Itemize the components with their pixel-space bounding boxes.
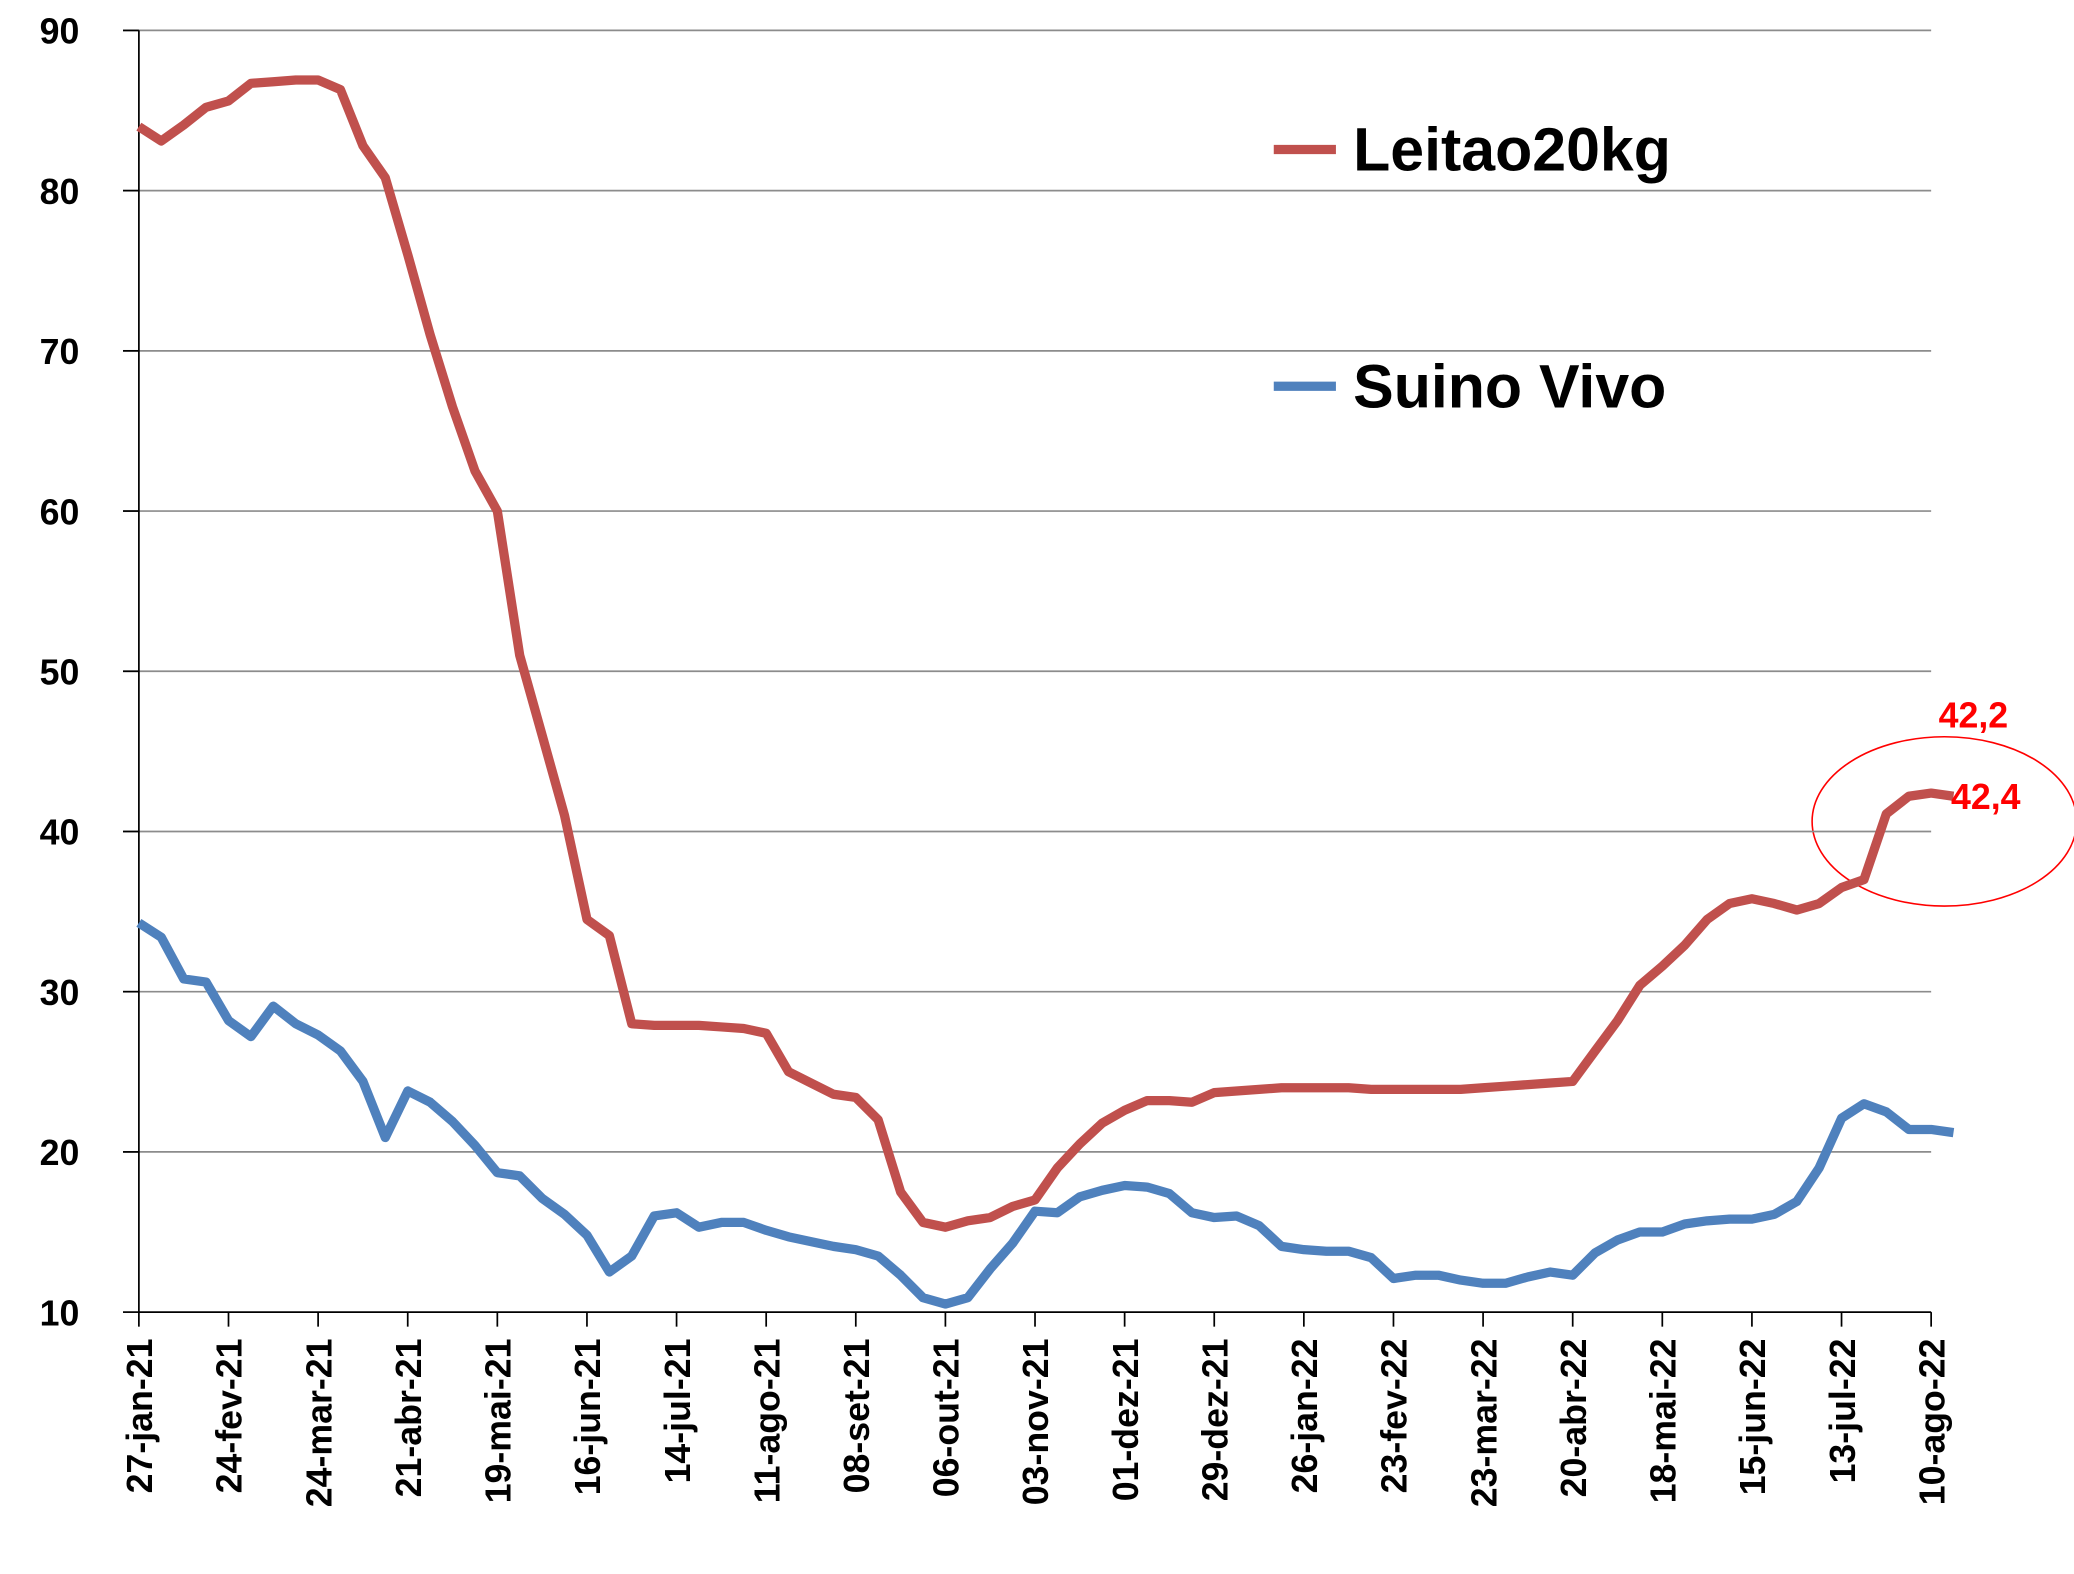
y-tick-label: 60 [40,492,80,532]
x-tick-label: 24-fev-21 [210,1339,250,1494]
x-tick-label: 24-mar-21 [299,1339,339,1508]
x-tick-label: 03-nov-21 [1016,1339,1056,1506]
x-tick-label: 23-fev-22 [1375,1339,1415,1494]
x-tick-label: 15-jun-22 [1733,1339,1773,1496]
x-tick-label: 13-jul-22 [1823,1339,1863,1484]
x-tick-label: 21-abr-21 [389,1339,429,1498]
y-tick-label: 90 [40,12,80,52]
x-tick-label: 14-jul-21 [658,1339,698,1484]
highlight-ellipse [1811,735,2074,907]
x-tick-label: 20-abr-22 [1554,1339,1594,1498]
y-tick-label: 30 [40,973,80,1013]
y-tick-label: 40 [40,813,80,853]
y-tick-label: 20 [40,1133,80,1173]
y-tick-label: 50 [40,652,80,692]
x-tick-label: 27-jan-21 [120,1339,160,1494]
x-tick-label: 18-mai-22 [1644,1339,1684,1504]
x-tick-label: 19-mai-21 [479,1339,519,1504]
y-tick-label: 10 [40,1293,80,1333]
x-tick-label: 01-dez-21 [1106,1339,1146,1502]
line-series [136,918,1955,1309]
legend-label: Leitao20kg [1353,116,1671,184]
x-tick-label: 16-jun-21 [568,1339,608,1496]
x-tick-label: 11-ago-21 [747,1339,787,1504]
value-label: 42,4 [1951,777,2021,817]
y-tick-label: 70 [40,332,80,372]
line-series [136,75,1955,1232]
legend-label: Suino Vivo [1353,352,1666,420]
x-tick-label: 10-ago-22 [1912,1339,1952,1506]
x-tick-label: 23-mar-22 [1464,1339,1504,1508]
x-tick-label: 26-jan-22 [1285,1339,1325,1494]
x-tick-label: 29-dez-21 [1195,1339,1235,1502]
x-tick-label: 08-set-21 [837,1339,877,1494]
value-label: 42,2 [1939,695,2009,735]
x-tick-label: 06-out-21 [927,1339,967,1498]
y-tick-label: 80 [40,172,80,212]
